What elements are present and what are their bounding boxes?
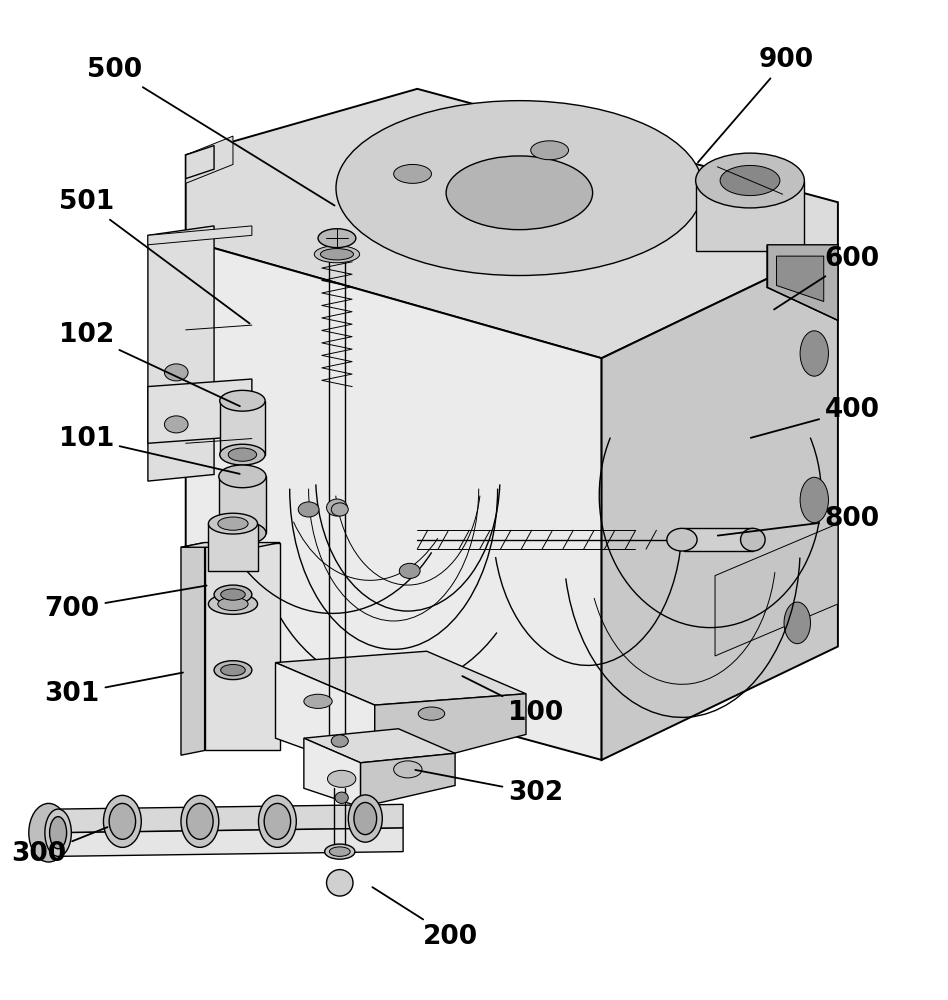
Text: 501: 501 <box>59 189 249 323</box>
Polygon shape <box>181 543 205 755</box>
Text: 900: 900 <box>698 47 813 162</box>
Ellipse shape <box>320 249 354 260</box>
Polygon shape <box>148 379 252 443</box>
Ellipse shape <box>418 707 445 720</box>
Ellipse shape <box>218 597 248 611</box>
Text: 200: 200 <box>373 887 478 950</box>
Polygon shape <box>58 828 403 856</box>
Polygon shape <box>186 89 838 358</box>
Ellipse shape <box>264 803 291 839</box>
Ellipse shape <box>393 761 422 778</box>
Polygon shape <box>304 738 360 807</box>
Ellipse shape <box>49 817 66 849</box>
Ellipse shape <box>259 795 297 847</box>
Ellipse shape <box>666 528 697 551</box>
Ellipse shape <box>214 585 252 604</box>
Ellipse shape <box>531 141 569 160</box>
Ellipse shape <box>209 513 258 534</box>
Ellipse shape <box>720 165 780 196</box>
Ellipse shape <box>220 390 265 411</box>
Polygon shape <box>715 524 838 656</box>
Ellipse shape <box>103 795 141 847</box>
Text: 600: 600 <box>775 246 880 309</box>
Ellipse shape <box>800 477 829 523</box>
Polygon shape <box>684 528 753 551</box>
Ellipse shape <box>326 870 353 896</box>
Text: 102: 102 <box>59 322 240 406</box>
Ellipse shape <box>331 735 348 747</box>
Ellipse shape <box>696 153 804 208</box>
Ellipse shape <box>45 809 71 856</box>
Ellipse shape <box>218 517 248 530</box>
Ellipse shape <box>336 101 702 276</box>
Ellipse shape <box>299 502 319 517</box>
Ellipse shape <box>399 563 420 578</box>
Ellipse shape <box>331 503 348 516</box>
Ellipse shape <box>740 528 765 551</box>
Polygon shape <box>181 543 281 547</box>
Polygon shape <box>776 256 824 302</box>
Ellipse shape <box>329 847 350 856</box>
Ellipse shape <box>164 416 188 433</box>
Ellipse shape <box>214 661 252 680</box>
Ellipse shape <box>181 795 219 847</box>
Text: 500: 500 <box>87 57 335 206</box>
Ellipse shape <box>447 156 592 230</box>
Text: 800: 800 <box>718 506 880 536</box>
Ellipse shape <box>324 844 355 859</box>
Ellipse shape <box>314 246 359 263</box>
Polygon shape <box>148 226 252 245</box>
Ellipse shape <box>348 795 382 842</box>
Ellipse shape <box>354 802 376 835</box>
Polygon shape <box>219 476 266 533</box>
Polygon shape <box>304 729 455 763</box>
Ellipse shape <box>109 803 136 839</box>
Polygon shape <box>276 663 374 774</box>
Ellipse shape <box>326 499 347 516</box>
Polygon shape <box>205 543 281 750</box>
Polygon shape <box>186 146 214 179</box>
Ellipse shape <box>164 364 188 381</box>
Polygon shape <box>602 245 838 760</box>
Polygon shape <box>220 401 265 455</box>
Polygon shape <box>148 226 214 481</box>
Polygon shape <box>186 136 233 183</box>
Ellipse shape <box>393 164 431 183</box>
Ellipse shape <box>221 589 246 600</box>
Ellipse shape <box>187 803 213 839</box>
Ellipse shape <box>219 465 266 488</box>
Ellipse shape <box>318 229 356 248</box>
Ellipse shape <box>335 792 348 803</box>
Ellipse shape <box>220 444 265 465</box>
Ellipse shape <box>228 448 257 461</box>
Ellipse shape <box>304 694 332 708</box>
Polygon shape <box>209 524 258 571</box>
Text: 400: 400 <box>751 397 880 438</box>
Ellipse shape <box>221 664 246 676</box>
Polygon shape <box>276 651 526 705</box>
Polygon shape <box>696 181 804 251</box>
Polygon shape <box>767 245 838 320</box>
Text: 100: 100 <box>463 676 563 726</box>
Text: 700: 700 <box>45 586 207 622</box>
Ellipse shape <box>327 770 356 787</box>
Ellipse shape <box>219 522 266 544</box>
Ellipse shape <box>28 803 68 862</box>
Ellipse shape <box>800 331 829 376</box>
Text: 302: 302 <box>415 770 563 806</box>
Polygon shape <box>374 694 526 774</box>
Ellipse shape <box>784 602 811 644</box>
Text: 300: 300 <box>11 827 107 867</box>
Polygon shape <box>186 240 602 760</box>
Ellipse shape <box>209 594 258 614</box>
Polygon shape <box>360 753 455 807</box>
Polygon shape <box>58 804 403 833</box>
Text: 101: 101 <box>59 426 240 474</box>
Text: 301: 301 <box>45 673 183 707</box>
